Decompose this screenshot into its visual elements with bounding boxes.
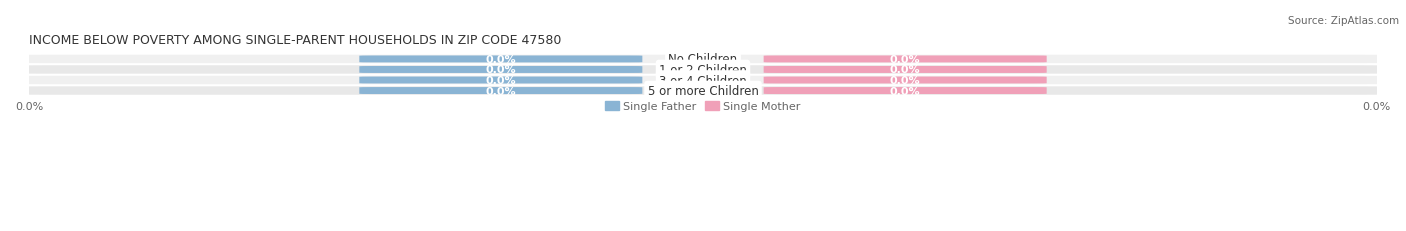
Text: 5 or more Children: 5 or more Children — [648, 85, 758, 98]
Text: 0.0%: 0.0% — [890, 55, 921, 65]
FancyBboxPatch shape — [763, 88, 1046, 95]
Text: 0.0%: 0.0% — [485, 55, 516, 65]
Text: 0.0%: 0.0% — [485, 86, 516, 96]
FancyBboxPatch shape — [360, 77, 643, 84]
Text: Source: ZipAtlas.com: Source: ZipAtlas.com — [1288, 16, 1399, 26]
FancyBboxPatch shape — [15, 76, 1391, 85]
FancyBboxPatch shape — [360, 88, 643, 95]
FancyBboxPatch shape — [15, 87, 1391, 95]
Legend: Single Father, Single Mother: Single Father, Single Mother — [600, 97, 806, 116]
FancyBboxPatch shape — [360, 56, 643, 63]
Text: 0.0%: 0.0% — [485, 65, 516, 75]
Text: 0.0%: 0.0% — [890, 65, 921, 75]
FancyBboxPatch shape — [15, 66, 1391, 74]
Text: 0.0%: 0.0% — [485, 76, 516, 86]
Text: 0.0%: 0.0% — [890, 76, 921, 86]
Text: 3 or 4 Children: 3 or 4 Children — [659, 74, 747, 87]
FancyBboxPatch shape — [763, 56, 1046, 63]
Text: 1 or 2 Children: 1 or 2 Children — [659, 64, 747, 77]
Text: INCOME BELOW POVERTY AMONG SINGLE-PARENT HOUSEHOLDS IN ZIP CODE 47580: INCOME BELOW POVERTY AMONG SINGLE-PARENT… — [30, 33, 561, 46]
Text: 0.0%: 0.0% — [890, 86, 921, 96]
FancyBboxPatch shape — [360, 67, 643, 74]
FancyBboxPatch shape — [763, 67, 1046, 74]
Text: No Children: No Children — [668, 53, 738, 66]
FancyBboxPatch shape — [15, 55, 1391, 64]
FancyBboxPatch shape — [763, 77, 1046, 84]
